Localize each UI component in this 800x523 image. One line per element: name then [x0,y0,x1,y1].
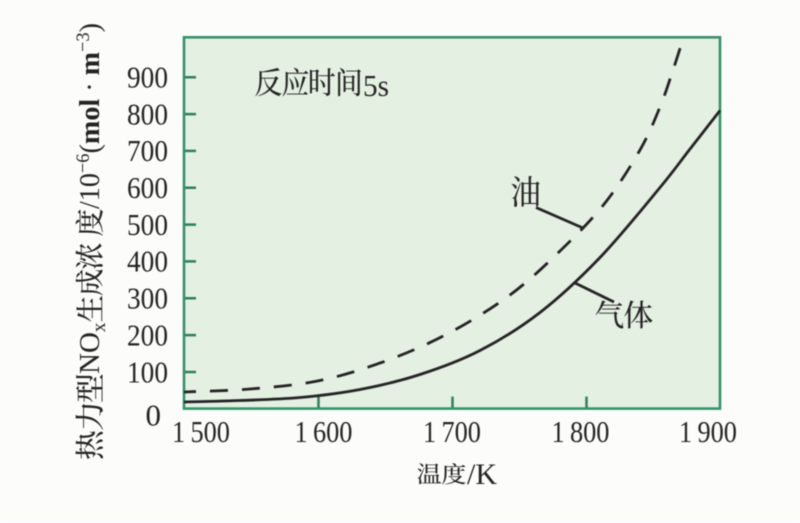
svg-text:400: 400 [127,244,168,279]
svg-text:1 700: 1 700 [423,414,481,449]
svg-text:600: 600 [127,170,168,205]
svg-text:300: 300 [127,281,168,316]
svg-text:1 800: 1 800 [552,414,610,449]
svg-text:500: 500 [127,207,168,242]
svg-text:5s: 5s [363,68,389,103]
svg-text:100: 100 [127,354,168,389]
svg-text:800: 800 [127,96,168,131]
svg-text:1 600: 1 600 [295,414,353,449]
svg-text:700: 700 [127,133,168,168]
svg-text:1 500: 1 500 [172,414,230,449]
svg-text:/K: /K [467,458,497,491]
svg-text:/10−6(mol · m−3): /10−6(mol · m−3) [73,23,106,209]
svg-text:NOx: NOx [74,322,110,374]
svg-text:1 900: 1 900 [679,414,737,449]
svg-text:0: 0 [146,398,162,433]
svg-text:900: 900 [127,60,168,95]
svg-text:200: 200 [127,317,168,352]
